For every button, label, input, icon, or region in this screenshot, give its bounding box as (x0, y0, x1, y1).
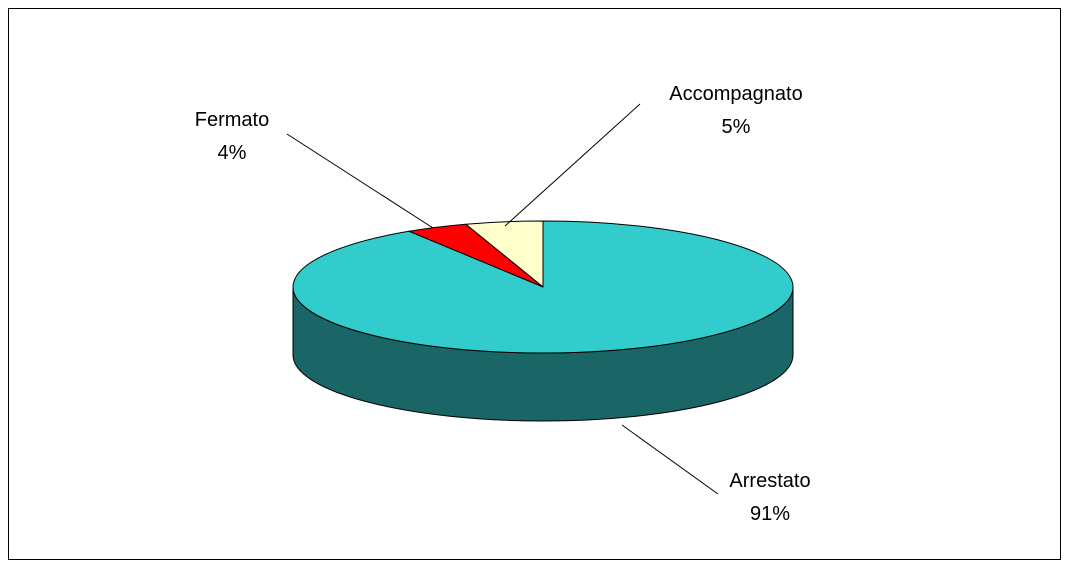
leader-line-accompagnato (504, 103, 641, 227)
leader-line-fermato (286, 133, 434, 229)
leader-line-arrestato (621, 424, 719, 495)
slice-label-arrestato: Arrestato (729, 470, 810, 492)
slice-label-fermato: Fermato (195, 109, 269, 131)
slice-value-accompagnato: 5% (722, 116, 751, 138)
slice-label-accompagnato: Accompagnato (669, 83, 802, 105)
slice-value-arrestato: 91% (750, 503, 790, 525)
slice-value-fermato: 4% (218, 142, 247, 164)
pie-group: Arrestato 91% Fermato 4% Accompagnato 5% (195, 83, 811, 525)
pie-slice-arrestato (292, 220, 794, 354)
